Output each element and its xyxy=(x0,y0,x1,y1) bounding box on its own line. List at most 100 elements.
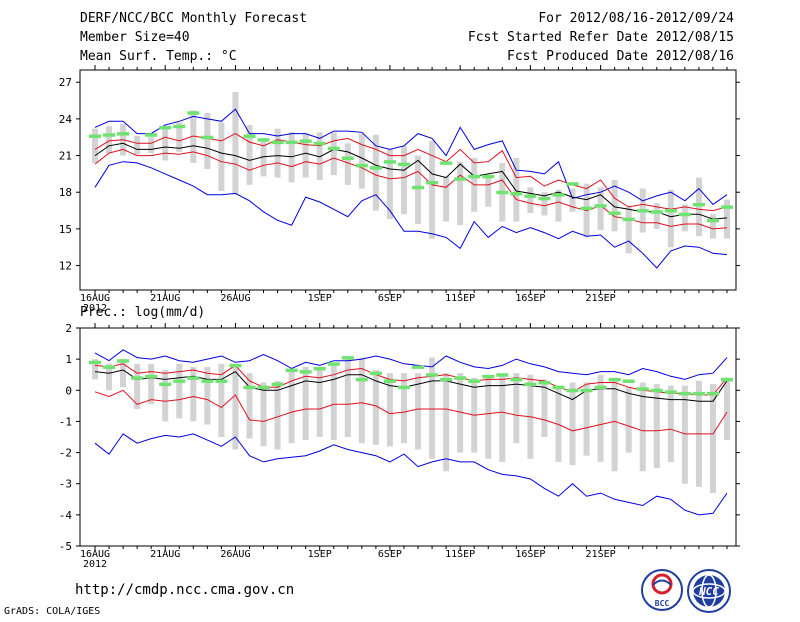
x-tick-label: 26AUG xyxy=(220,549,250,560)
spread-box xyxy=(358,357,365,444)
observed-marker xyxy=(173,379,186,383)
spread-box xyxy=(386,373,393,447)
spread-box xyxy=(344,143,351,185)
spread-box xyxy=(513,158,520,222)
series-line-upper xyxy=(94,133,728,212)
observed-marker xyxy=(440,377,453,382)
spread-box xyxy=(260,140,267,177)
spread-box xyxy=(443,373,450,472)
observed-marker xyxy=(608,211,621,215)
observed-marker xyxy=(187,376,200,380)
series-line-lower xyxy=(94,148,728,230)
observed-marker xyxy=(566,182,579,186)
observed-marker xyxy=(173,124,186,129)
observed-marker xyxy=(706,391,719,396)
spread-box xyxy=(190,110,197,163)
spread-box xyxy=(541,192,548,216)
spread-box xyxy=(667,189,674,248)
y-tick-label: 27 xyxy=(59,76,72,89)
x-tick-label: 21AUG xyxy=(150,549,180,560)
spread-box xyxy=(429,140,436,239)
bcc-logo: BCC xyxy=(640,568,684,612)
observed-marker xyxy=(566,388,579,393)
observed-marker xyxy=(89,134,101,138)
spread-box xyxy=(597,374,604,462)
spread-box xyxy=(611,377,618,472)
spread-box xyxy=(106,126,113,154)
spread-box xyxy=(625,387,632,453)
x-tick-label: 21SEP xyxy=(586,549,616,560)
spread-box xyxy=(246,125,253,185)
spread-box xyxy=(667,385,674,462)
x-tick-label: 21SEP xyxy=(586,293,616,304)
spread-box xyxy=(246,373,253,439)
spread-box xyxy=(569,188,576,212)
series-line-max xyxy=(94,349,728,380)
observed-marker xyxy=(187,111,200,115)
spread-box xyxy=(232,92,239,195)
observed-marker xyxy=(608,377,621,382)
spread-box xyxy=(120,359,127,388)
forecast-start-date: Fcst Started Refer Date 2012/08/15 xyxy=(467,30,734,45)
source-url[interactable]: http://cmdp.ncc.cma.gov.cn xyxy=(75,582,295,598)
spread-box xyxy=(681,385,688,484)
spread-box xyxy=(527,187,534,213)
x-tick-label: 16SEP xyxy=(515,293,545,304)
observed-marker xyxy=(622,379,635,383)
observed-marker xyxy=(636,209,649,213)
x-tick-label: 11SEP xyxy=(445,549,475,560)
spread-box xyxy=(400,145,407,215)
spread-box xyxy=(681,204,688,232)
ncc-logo: NCC xyxy=(686,568,732,614)
spread-box xyxy=(583,382,590,456)
observed-marker xyxy=(313,141,326,146)
observed-marker xyxy=(496,373,509,377)
observed-marker xyxy=(299,370,312,374)
spread-box xyxy=(134,363,141,409)
series-line-min xyxy=(94,161,728,269)
series-line-min xyxy=(94,433,728,516)
observed-marker xyxy=(313,366,326,371)
spread-box xyxy=(653,384,660,469)
observed-marker xyxy=(145,374,158,379)
panel-title-precip: Prec.: log(mm/d) xyxy=(80,305,205,320)
y-tick-label: 1 xyxy=(65,353,72,366)
chart-title: DERF/NCC/BCC Monthly Forecast xyxy=(80,11,307,26)
y-tick-label: 21 xyxy=(59,150,72,163)
observed-marker xyxy=(454,177,467,181)
observed-marker xyxy=(538,381,551,385)
observed-marker xyxy=(131,376,144,380)
spread-box xyxy=(176,122,183,152)
spread-box xyxy=(457,161,464,226)
observed-marker xyxy=(650,210,663,214)
spread-box xyxy=(499,376,506,462)
spread-box xyxy=(204,366,211,425)
spread-box xyxy=(232,366,239,450)
spread-box xyxy=(218,122,225,191)
observed-marker xyxy=(103,365,116,369)
observed-marker xyxy=(664,209,677,213)
spread-box xyxy=(148,137,155,154)
observed-marker xyxy=(721,205,733,209)
spread-box xyxy=(92,128,98,163)
y-tick-label: 2 xyxy=(65,322,72,335)
series-line-mean xyxy=(94,369,728,402)
observed-marker xyxy=(327,146,340,151)
spread-box xyxy=(653,203,660,229)
spread-box xyxy=(162,370,169,422)
observed-marker xyxy=(383,379,396,383)
observed-marker xyxy=(271,140,284,145)
observed-marker xyxy=(89,360,101,365)
observed-marker xyxy=(482,374,495,379)
spread-box xyxy=(639,382,646,472)
x-tick-label: 26AUG xyxy=(220,293,250,304)
observed-marker xyxy=(510,377,523,382)
spread-box xyxy=(709,214,716,239)
observed-marker xyxy=(383,160,396,164)
observed-marker xyxy=(103,133,116,137)
member-size: Member Size=40 xyxy=(80,30,190,45)
y-tick-label: -4 xyxy=(59,509,73,522)
spread-box xyxy=(92,359,98,380)
spread-box xyxy=(724,377,730,441)
